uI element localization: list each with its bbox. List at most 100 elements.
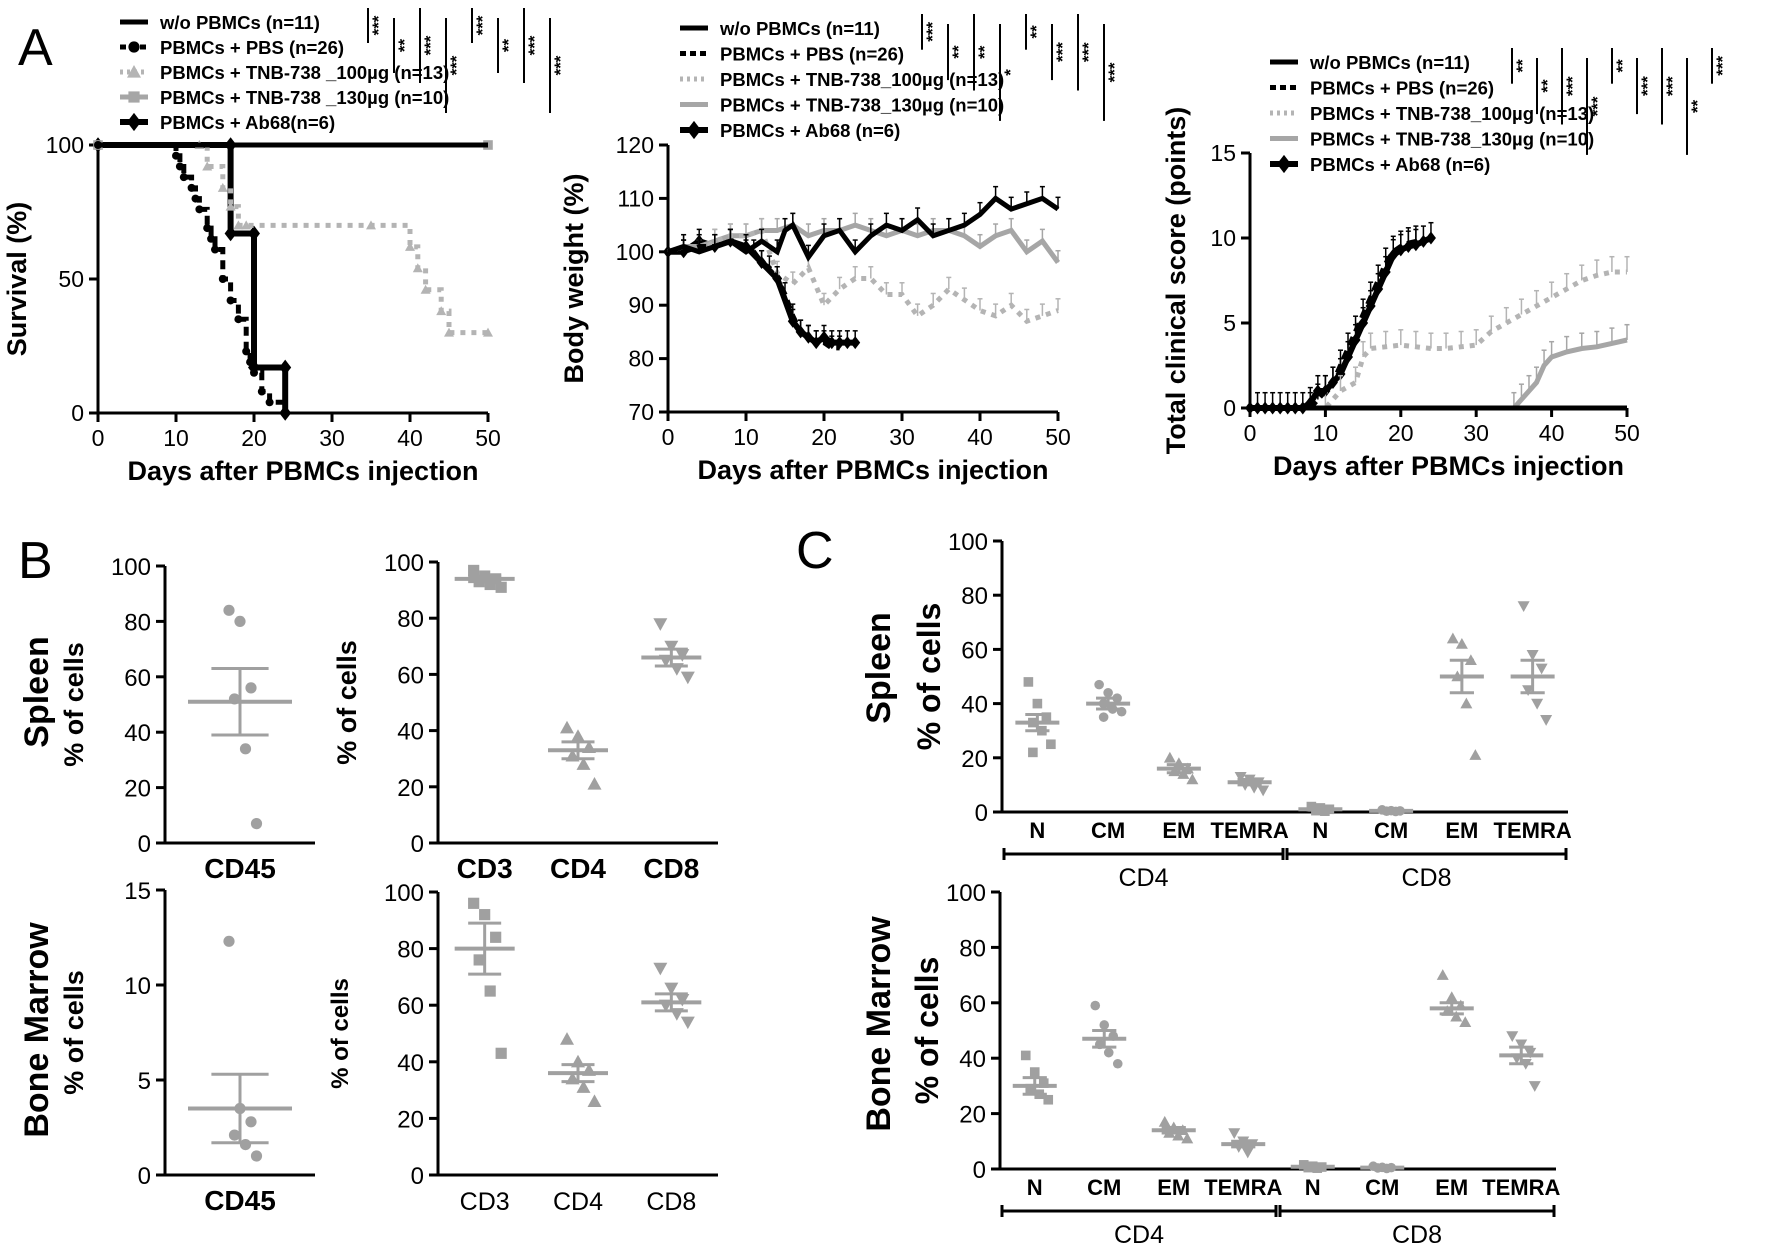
data-point (680, 1016, 695, 1030)
data-point (484, 578, 496, 591)
legend-label: PBMCs + PBS (n=26) (1310, 78, 1494, 99)
y-tick-label: 50 (58, 266, 84, 292)
category-label: EM (1162, 818, 1195, 843)
y-tick-label: 100 (111, 554, 151, 581)
y-tick-label: 10 (124, 973, 151, 1000)
x-axis-title: Days after PBMCs injection (127, 456, 478, 486)
legend-marker (687, 120, 701, 140)
data-point (1228, 1128, 1241, 1139)
data-point (1098, 712, 1109, 722)
category-label: N (1027, 1175, 1043, 1200)
group-label: CD4 (1118, 864, 1168, 892)
legend-label: PBMCs + TNB-738_130µg (n=10) (1310, 129, 1594, 150)
data-point (468, 564, 480, 577)
data-point (664, 640, 679, 654)
data-point (211, 245, 219, 254)
x-tick-label: 10 (1313, 420, 1339, 446)
category-label: CD4 (550, 853, 606, 884)
y-tick-label: 100 (46, 132, 84, 158)
data-point (1450, 1010, 1463, 1022)
significance-label: ** (1027, 25, 1046, 39)
significance-label: * (1001, 69, 1020, 76)
legend-marker (128, 41, 140, 53)
data-point (675, 649, 690, 662)
legend-marker (1277, 154, 1291, 174)
significance-label: ** (1513, 59, 1532, 73)
data-point (225, 201, 236, 211)
chart-survival: 0 10 20 30 40 50 0 50 100 Days after PBMCs inject… (2, 8, 570, 486)
category-label: N (1029, 818, 1045, 843)
data-point (1112, 1058, 1123, 1069)
y-tick-label: 100 (948, 529, 988, 556)
data-point (1023, 677, 1034, 687)
data-point (250, 368, 258, 377)
data-point (473, 954, 485, 966)
data-point (483, 327, 493, 337)
data-point (218, 275, 227, 283)
y-axis-title: Body weight (%) (559, 174, 589, 384)
x-tick-label: 30 (889, 424, 915, 450)
category-label: TEMRA (1204, 1175, 1282, 1200)
significance-label: *** (551, 55, 570, 75)
data-point (479, 909, 491, 921)
y-axis-title: % of cells (59, 642, 89, 767)
x-tick-label: 10 (733, 424, 759, 450)
significance-label: *** (923, 22, 942, 42)
data-point (207, 234, 216, 243)
data-point (1186, 773, 1199, 785)
data-point (279, 359, 292, 376)
data-point (1460, 697, 1473, 709)
data-point (495, 1047, 507, 1059)
x-tick-label: 40 (397, 425, 423, 451)
data-point (223, 935, 235, 947)
data-point (172, 151, 180, 160)
data-point (1041, 712, 1052, 722)
data-point (1158, 1115, 1171, 1127)
data-point (257, 387, 266, 396)
data-point (1469, 749, 1482, 760)
x-tick-label: 30 (319, 425, 345, 451)
x-axis-title: Days after PBMCs injection (1273, 451, 1624, 481)
data-point (224, 225, 237, 242)
data-point (560, 1032, 574, 1045)
data-point (1459, 1016, 1472, 1027)
x-tick-label: 20 (811, 424, 837, 450)
y-tick-label: 100 (384, 550, 424, 577)
y-tick-label: 10 (1210, 225, 1236, 251)
significance-label: *** (369, 15, 388, 35)
data-point (420, 284, 431, 294)
significance-label: *** (1638, 76, 1657, 96)
significance-label: *** (421, 35, 440, 55)
data-point (1446, 632, 1459, 644)
data-point (1043, 1094, 1054, 1105)
y-axis-title: % of cells (911, 603, 947, 751)
x-axis-title: Days after PBMCs injection (697, 455, 1048, 485)
category-label: TEMRA (1211, 818, 1289, 843)
data-point (653, 962, 668, 976)
y-tick-label: 100 (616, 239, 654, 265)
legend-label: PBMCs + PBS (n=26) (160, 37, 344, 58)
y-tick-label: 60 (961, 637, 988, 664)
x-tick-label: 40 (1539, 420, 1565, 446)
y-tick-label: 60 (397, 662, 424, 689)
y-axis-title: Survival (%) (2, 202, 32, 357)
y-tick-label: 40 (124, 720, 151, 747)
data-point (1099, 1020, 1110, 1030)
chart-body_weight: 0 10 20 30 40 50 70 80 90 100 110 120 Days after PBM… (559, 14, 1124, 485)
data-point (187, 183, 196, 192)
legend-label: w/o PBMCs (n=11) (1309, 52, 1470, 73)
data-point (1234, 771, 1247, 783)
row-label-spleen-c: Spleen (860, 612, 898, 723)
category-label: CM (1374, 818, 1408, 843)
data-point (195, 205, 204, 214)
data-point (234, 315, 243, 324)
legend-label: PBMCs + Ab68 (n=6) (720, 120, 900, 141)
legend-marker (128, 91, 140, 103)
chart-spleen_subsets: 0 20 40 60 80 100 % of cells N CM EM TEMRA N CM EM TEM… (911, 529, 1572, 892)
x-tick-label: 0 (1244, 420, 1257, 446)
data-point (246, 358, 255, 367)
legend-label: PBMCs + Ab68 (n=6) (1310, 154, 1490, 175)
data-point (223, 604, 235, 616)
data-point (265, 398, 274, 407)
